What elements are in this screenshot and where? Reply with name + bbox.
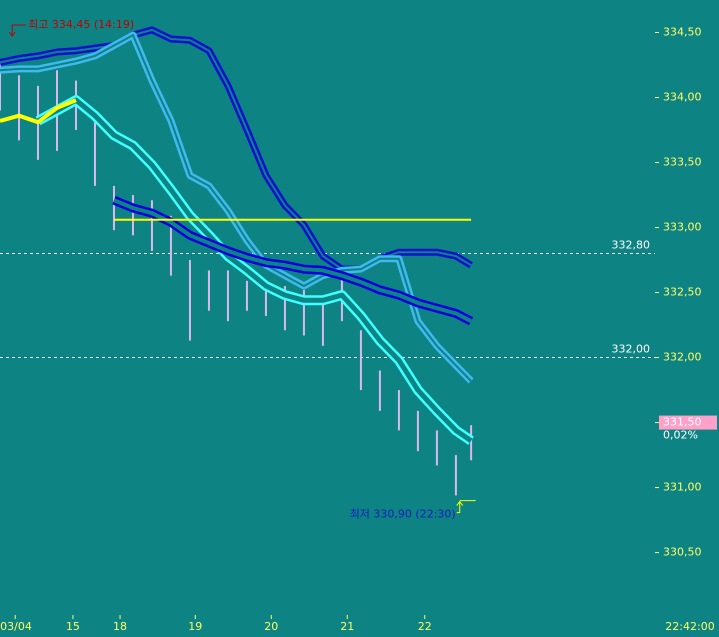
high-note: 최고 334,45 (14:19): [28, 18, 134, 31]
x-tick-label: 20: [264, 620, 278, 633]
x-tick-label: 18: [113, 620, 127, 633]
x-tick-label: 19: [188, 620, 202, 633]
x-tick-label: 21: [340, 620, 354, 633]
y-tick-label: 330,50: [663, 546, 702, 559]
series-line-inner: [0, 28, 472, 271]
x-tick-label: 22: [418, 620, 432, 633]
x-tick-label: 03/04: [0, 620, 32, 633]
series-line-inner: [0, 34, 472, 382]
reference-label: 332,80: [612, 239, 651, 252]
low-note: 최저 330,90 (22:30): [350, 508, 456, 521]
y-tick-label: 334,50: [663, 26, 702, 39]
series-line: [0, 31, 474, 384]
y-tick-label: 333,00: [663, 221, 702, 234]
current-change: 0,02%: [663, 429, 698, 442]
low-marker: [456, 500, 476, 514]
series-line: [0, 26, 473, 273]
y-tick-label: 334,00: [663, 91, 702, 104]
high-marker: [8, 24, 27, 37]
x-tick-label: 15: [66, 620, 80, 633]
current-label: 331,50: [663, 416, 702, 429]
y-tick-label: 332,00: [663, 351, 702, 364]
y-tick-label: 331,00: [663, 481, 702, 494]
series-line: [0, 98, 77, 125]
current-box: [659, 415, 717, 430]
last-time: 22:42:00: [665, 620, 714, 633]
series-line-inner: [113, 198, 473, 323]
y-tick-label: 332,50: [663, 286, 702, 299]
reference-label: 332,00: [612, 343, 651, 356]
y-tick-label: 333,50: [663, 156, 702, 169]
series-line-inner: [36, 97, 473, 443]
